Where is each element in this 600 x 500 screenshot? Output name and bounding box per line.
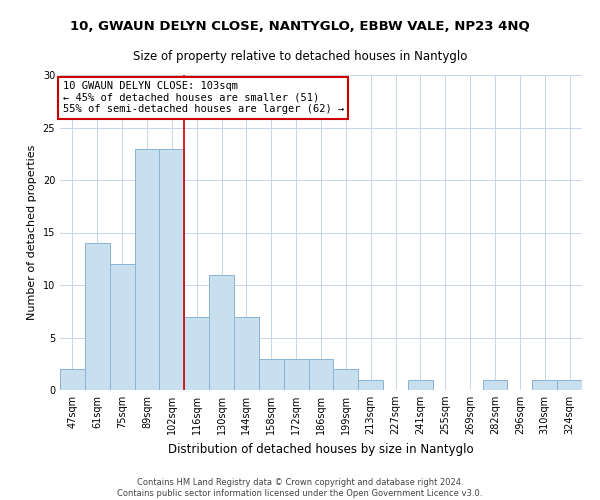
Bar (308, 358, 334, 390)
Bar (184, 316, 209, 390)
Bar (334, 369, 358, 390)
Bar (557, 380, 582, 390)
Text: Contains HM Land Registry data © Crown copyright and database right 2024.
Contai: Contains HM Land Registry data © Crown c… (118, 478, 482, 498)
Bar (160, 148, 184, 390)
Bar (134, 148, 160, 390)
Text: 10 GWAUN DELYN CLOSE: 103sqm
← 45% of detached houses are smaller (51)
55% of se: 10 GWAUN DELYN CLOSE: 103sqm ← 45% of de… (62, 82, 344, 114)
Bar (85, 243, 110, 390)
Bar (284, 358, 308, 390)
Bar (60, 369, 85, 390)
Text: Size of property relative to detached houses in Nantyglo: Size of property relative to detached ho… (133, 50, 467, 63)
Bar (209, 274, 234, 390)
Bar (358, 380, 383, 390)
Bar (482, 380, 508, 390)
Bar (408, 380, 433, 390)
Bar (110, 264, 134, 390)
Bar (532, 380, 557, 390)
Bar (259, 358, 284, 390)
X-axis label: Distribution of detached houses by size in Nantyglo: Distribution of detached houses by size … (168, 442, 474, 456)
Y-axis label: Number of detached properties: Number of detached properties (27, 145, 37, 320)
Bar (234, 316, 259, 390)
Text: 10, GWAUN DELYN CLOSE, NANTYGLO, EBBW VALE, NP23 4NQ: 10, GWAUN DELYN CLOSE, NANTYGLO, EBBW VA… (70, 20, 530, 33)
